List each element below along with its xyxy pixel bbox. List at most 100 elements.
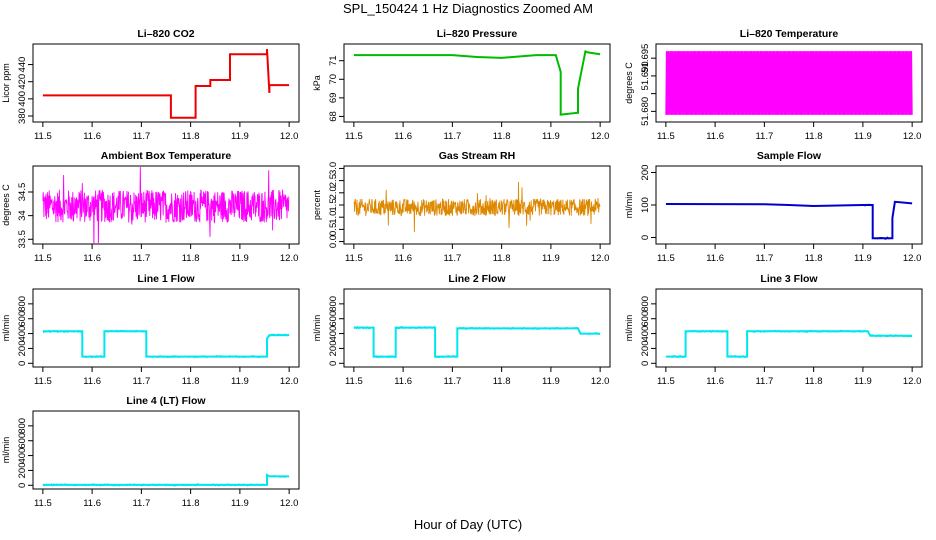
- x-tick-label: 12.0: [903, 131, 922, 142]
- x-tick-label: 11.9: [542, 131, 560, 142]
- x-tick-label: 12.0: [280, 498, 299, 509]
- y-tick-label: 2.0: [328, 186, 339, 199]
- panel-5: Gas Stream RH 11.5 11.6 11.7 11.8 11.9 12.0 0.0…: [312, 150, 611, 264]
- y-tick-label: 0: [17, 361, 28, 366]
- plot-frame: [655, 43, 923, 123]
- x-tick-label: 11.8: [805, 253, 823, 264]
- x-tick-label: 11.9: [542, 376, 560, 387]
- y-tick-label: 600: [17, 311, 28, 327]
- y-tick-label: 420: [17, 74, 28, 90]
- y-tick-label: 800: [640, 296, 651, 312]
- panel-10: Line 4 (LT) Flow 11.5 11.6 11.7 11.8 11.9 12.0…: [1, 395, 300, 509]
- y-tick-label: 800: [328, 296, 339, 312]
- x-tick-label: 11.7: [443, 376, 461, 387]
- panel-title: Line 1 Flow: [137, 273, 195, 285]
- x-tick-label: 12.0: [280, 376, 299, 387]
- panel-2: Li–820 Pressure 11.5 11.6 11.7 11.8 11.9 12.0 6…: [312, 28, 611, 142]
- y-tick-label: 71: [328, 55, 339, 66]
- y-tick-label: 800: [17, 296, 28, 312]
- data-layer: [42, 329, 290, 359]
- data-layer: [353, 325, 601, 359]
- y-tick-label: 440: [17, 57, 28, 73]
- x-tick-label: 11.8: [493, 376, 511, 387]
- series-line: [353, 326, 601, 358]
- x-tick-label: 12.0: [903, 253, 922, 264]
- series-line: [42, 473, 290, 486]
- plot-frame: [32, 288, 300, 368]
- x-tick-label: 12.0: [280, 253, 299, 264]
- plot-frame: [343, 288, 611, 368]
- series-line: [665, 200, 913, 240]
- x-tick-label: 11.7: [443, 253, 461, 264]
- series-line: [353, 181, 601, 233]
- y-tick-label: 600: [328, 311, 339, 327]
- panel-title: Ambient Box Temperature: [101, 150, 232, 162]
- x-tick-label: 12.0: [280, 131, 299, 142]
- series-noise: [395, 325, 436, 330]
- y-tick-label: 51.690: [640, 61, 651, 90]
- panel-1: Li–820 CO2 11.5 11.6 11.7 11.8 11.9 12.0 380400…: [1, 28, 300, 142]
- series-noise: [685, 329, 728, 334]
- x-tick-label: 11.6: [706, 131, 724, 142]
- y-tick-label: 380: [17, 108, 28, 124]
- x-tick-label: 11.8: [493, 131, 511, 142]
- x-tick-label: 11.7: [755, 131, 773, 142]
- x-tick-label: 11.5: [345, 253, 363, 264]
- x-tick-label: 11.8: [805, 131, 823, 142]
- x-tick-label: 11.8: [182, 253, 200, 264]
- series-line: [665, 51, 913, 115]
- y-axis-label: ml/min: [312, 315, 322, 342]
- data-layer: [42, 167, 290, 243]
- x-tick-label: 11.6: [706, 376, 724, 387]
- series-noise: [456, 326, 579, 330]
- x-tick-label: 11.7: [132, 376, 150, 387]
- x-tick-label: 11.8: [182, 498, 200, 509]
- y-axis-label: ml/min: [624, 192, 634, 219]
- y-tick-label: 0: [17, 483, 28, 488]
- panel-6: Sample Flow 11.5 11.6 11.7 11.8 11.9 12.0 0 100 2…: [624, 150, 923, 264]
- y-tick-label: 3.0: [328, 162, 339, 175]
- x-tick-label: 11.9: [854, 253, 872, 264]
- plot-frame: [655, 288, 923, 368]
- y-tick-label: 400: [328, 326, 339, 342]
- y-axis-label: Licor ppm: [1, 63, 11, 103]
- x-tick-label: 11.5: [34, 131, 52, 142]
- series-noise: [42, 483, 268, 487]
- plot-frame: [343, 43, 611, 123]
- data-layer: [665, 51, 913, 115]
- y-axis-label: percent: [312, 189, 322, 220]
- y-tick-label: 400: [17, 326, 28, 342]
- panel-4: Ambient Box Temperature 11.5 11.6 11.7 11.8 1…: [1, 150, 300, 264]
- data-layer: [42, 473, 290, 487]
- data-layer: [353, 181, 601, 233]
- x-tick-label: 11.7: [755, 376, 773, 387]
- y-tick-label: 1.0: [328, 211, 339, 224]
- y-tick-label: 400: [17, 448, 28, 464]
- x-tick-label: 11.7: [132, 131, 150, 142]
- y-tick-label: 68: [328, 111, 339, 122]
- x-tick-label: 11.8: [493, 253, 511, 264]
- x-tick-label: 12.0: [591, 131, 610, 142]
- plot-frame: [32, 410, 300, 490]
- x-tick-label: 11.9: [231, 498, 249, 509]
- x-tick-label: 11.6: [83, 253, 101, 264]
- x-tick-label: 11.9: [542, 253, 560, 264]
- y-axis-label: ml/min: [1, 437, 11, 464]
- y-tick-label: 0: [640, 361, 651, 366]
- x-tick-label: 11.8: [805, 376, 823, 387]
- series-line: [353, 50, 601, 116]
- y-tick-label: 200: [640, 340, 651, 356]
- series-noise: [269, 333, 290, 337]
- y-tick-label: 51.680: [640, 97, 651, 126]
- figure-title: SPL_150424 1 Hz Diagnostics Zoomed AM: [342, 1, 594, 16]
- panel-title: Gas Stream RH: [439, 150, 515, 162]
- y-tick-label: 51.695: [640, 44, 651, 73]
- y-tick-label: 200: [640, 165, 651, 181]
- y-axis-label: degrees C: [1, 184, 11, 226]
- x-tick-label: 11.6: [394, 131, 412, 142]
- y-tick-label: 0: [640, 235, 651, 240]
- y-tick-label: 34: [17, 210, 28, 221]
- series-noise: [373, 354, 396, 359]
- data-layer: [665, 329, 913, 359]
